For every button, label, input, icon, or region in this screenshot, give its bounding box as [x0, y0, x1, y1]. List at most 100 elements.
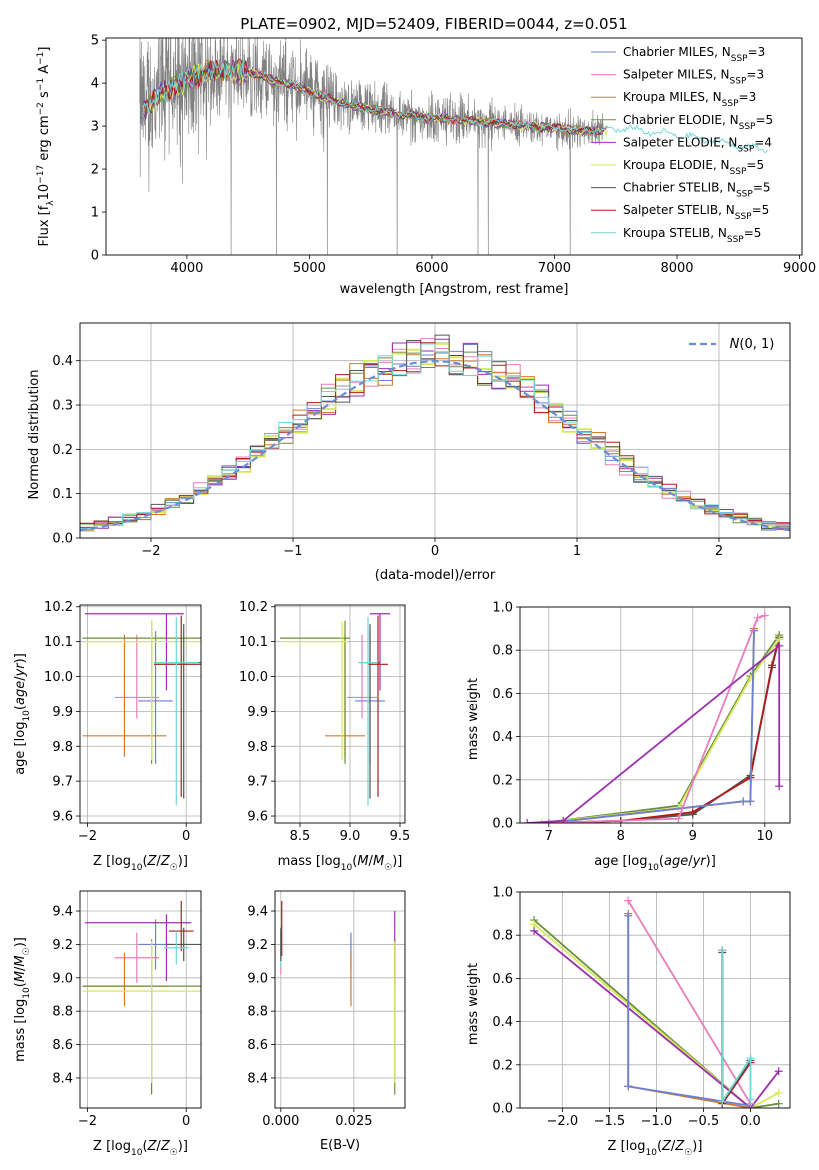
plot-area: [82, 901, 201, 1095]
y-tick-label: 8.8: [247, 1005, 268, 1020]
y-tick-label: 9.2: [52, 938, 73, 953]
x-tick-label: −0.5: [688, 1114, 720, 1129]
plot-area: [280, 901, 396, 1095]
panel-residuals: −2 −1 0 1 2 0.0 0.1 0.2 0.3 0.4 (data-model)/error…: [27, 322, 791, 583]
y-tick-label: 0.3: [52, 399, 73, 414]
y-tick-label: 9.4: [52, 905, 73, 920]
x-axis-label: age [log10(age/yr)]: [594, 854, 716, 873]
grid: [520, 891, 790, 1109]
y-tick-label: 9.8: [52, 740, 73, 755]
panel-mass-vs-Z: −2 0 8.4 8.6 8.8 9.0 9.2 9.4 Z [log10(Z/Z☉)] mass…: [13, 890, 202, 1158]
errorbar-point: [370, 613, 390, 691]
errorbar-point: [82, 620, 201, 761]
y-tick-label: 9.9: [247, 705, 268, 720]
y-tick-label: 0.4: [492, 1015, 513, 1030]
mass-weight-line: [527, 644, 781, 823]
x-axis-label: E(B-V): [320, 1138, 360, 1153]
mass-weight-marker: [688, 808, 697, 817]
y-tick-label: 0.1: [52, 487, 73, 502]
y-tick-label: 5: [91, 34, 99, 49]
errorbar-point: [166, 927, 201, 962]
mass-weight-line: [548, 614, 766, 823]
mass-weight-line: [541, 634, 780, 823]
plot-area: [139, 38, 769, 255]
axes-frame: [519, 606, 791, 824]
plot-area: [80, 334, 790, 532]
errorbar-point: [368, 615, 388, 797]
legend-label: Kroupa STELIB, NSSP=5: [623, 226, 761, 245]
y-tick-label: 0.4: [52, 354, 73, 369]
mass-weight-marker: [746, 797, 755, 806]
mass-weight-marker: [530, 926, 539, 935]
legend-label: Chabrier STELIB, NSSP=5: [623, 181, 771, 200]
legend-label: Salpeter MILES, NSSP=3: [623, 68, 764, 87]
x-axis-label: Z [log10(Z/Z☉)]: [93, 1139, 188, 1158]
x-tick-label: 10: [757, 829, 774, 844]
x-tick-label: 0: [182, 1114, 190, 1129]
x-tick-label: 9: [689, 829, 697, 844]
x-axis-label: wavelength [Angstrom, rest frame]: [340, 282, 569, 297]
errorbar-point: [280, 620, 350, 764]
x-axis-label: mass [log10(M/M☉)]: [278, 854, 403, 873]
x-tick-label: −2: [78, 1114, 97, 1129]
legend: N(0, 1): [689, 337, 774, 352]
x-tick-label: 0.025: [335, 1114, 372, 1129]
mass-weight-marker: [774, 1088, 783, 1097]
residual-histogram: [80, 343, 790, 530]
y-tick-label: 3: [91, 120, 99, 135]
panel-mass-vs-EBV: 0.000 0.025 8.4 8.6 8.8 9.0 9.2 9.4 E(B-V): [247, 890, 406, 1153]
panel-age-vs-Z: −2 0 9.6 9.7 9.8 9.9 10.0 10.1 10.2 Z [log10(Z/Z☉…: [13, 600, 202, 873]
y-tick-label: 10.0: [44, 670, 73, 685]
y-tick-label: 0.0: [492, 817, 513, 832]
panel-spectrum: 4000 5000 6000 7000 8000 9000 0 1 2 3 4 5 wavelength…: [36, 34, 816, 297]
legend-label: Kroupa MILES, NSSP=3: [623, 90, 756, 109]
y-tick-label: 10.1: [239, 635, 268, 650]
mass-weight-line: [548, 636, 781, 823]
y-tick-label: 0.8: [492, 644, 513, 659]
legend-label: N(0, 1): [730, 337, 775, 352]
errorbar-point: [82, 634, 167, 757]
mass-weight-line: [533, 919, 779, 1108]
errorbar-point: [358, 617, 378, 806]
errorbar-point: [82, 941, 201, 1083]
mass-weight-marker: [760, 611, 769, 620]
y-tick-label: 9.6: [52, 810, 73, 825]
observed-spectrum: [139, 38, 604, 255]
y-tick-label: 8.4: [52, 1071, 73, 1086]
errorbar-point: [154, 615, 201, 797]
axes-frame: [79, 890, 202, 1109]
x-tick-label: 9.5: [390, 829, 411, 844]
y-tick-label: 10.1: [44, 635, 73, 650]
x-tick-label: 1: [573, 544, 581, 559]
x-tick-label: 8: [617, 829, 625, 844]
y-tick-label: 9.0: [52, 971, 73, 986]
y-tick-label: 0.2: [492, 1058, 513, 1073]
x-tick-label: 4000: [170, 261, 203, 276]
plot-area: [523, 611, 784, 823]
mass-weight-line: [627, 900, 752, 1105]
mass-weight-line: [721, 950, 752, 1105]
x-tick-label: 9.0: [340, 829, 361, 844]
y-tick-label: 8.4: [247, 1071, 268, 1086]
mass-weight-marker: [774, 1099, 783, 1108]
x-tick-label: 0: [182, 829, 190, 844]
y-axis-label: Flux [fλ10−17 erg cm−2 s−1 A−1]: [36, 47, 56, 247]
legend-label: Salpeter STELIB, NSSP=5: [623, 203, 769, 222]
x-tick-label: 8000: [660, 261, 693, 276]
y-tick-label: 0.6: [492, 687, 513, 702]
axes-frame: [274, 604, 406, 824]
mass-weight-marker: [753, 613, 762, 622]
panel-massweight-vs-age: 7 8 9 10 0.0 0.2 0.4 0.6 0.8 1.0 age [log10(age/yr…: [466, 601, 791, 873]
x-tick-label: −1.0: [641, 1114, 673, 1129]
y-tick-label: 9.0: [247, 971, 268, 986]
legend-label: Salpeter ELODIE, NSSP=4: [623, 135, 772, 154]
figure-title: PLATE=0902, MJD=52409, FIBERID=0044, z=0…: [240, 15, 627, 33]
y-tick-label: 9.9: [52, 705, 73, 720]
x-tick-label: 0: [431, 544, 439, 559]
mass-weight-line: [541, 638, 780, 823]
errorbar-point: [282, 620, 347, 761]
mass-weight-marker: [746, 1054, 755, 1063]
y-tick-label: 0: [91, 249, 99, 264]
y-tick-label: 8.8: [52, 1005, 73, 1020]
y-tick-label: 0.8: [492, 929, 513, 944]
